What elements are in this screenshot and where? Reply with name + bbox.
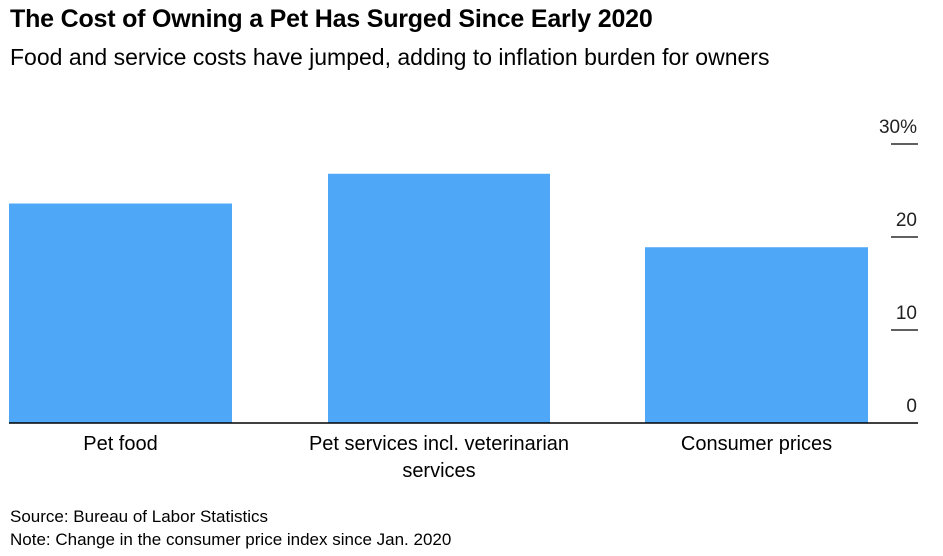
- bar-1: [9, 203, 232, 423]
- bar-3: [645, 247, 868, 423]
- y-tick-label-1: 0: [906, 396, 917, 417]
- category-label-1: Pet food: [83, 433, 158, 455]
- y-tick-label-2: 10: [896, 303, 917, 324]
- source-note: Source: Bureau of Labor Statistics: [10, 507, 268, 526]
- bar-2: [328, 173, 550, 423]
- bar-chart: 0 10 20 30% Pet food Pet services incl. veter…: [9, 117, 918, 482]
- category-label-line: Pet services incl. veterinarian: [309, 433, 569, 455]
- category-label-line: Consumer prices: [681, 433, 832, 455]
- category-label-3: Consumer prices: [681, 433, 832, 455]
- category-label-2: Pet services incl. veterinarian services: [309, 433, 569, 482]
- y-tick-label-3: 20: [896, 210, 917, 231]
- y-tick-label-4: 30%: [879, 117, 917, 138]
- footnote: Note: Change in the consumer price index…: [10, 530, 452, 549]
- chart-title: The Cost of Owning a Pet Has Surged Sinc…: [10, 5, 653, 33]
- category-label-line: services: [402, 460, 475, 482]
- category-label-line: Pet food: [83, 433, 158, 455]
- chart-subtitle: Food and service costs have jumped, addi…: [10, 44, 770, 70]
